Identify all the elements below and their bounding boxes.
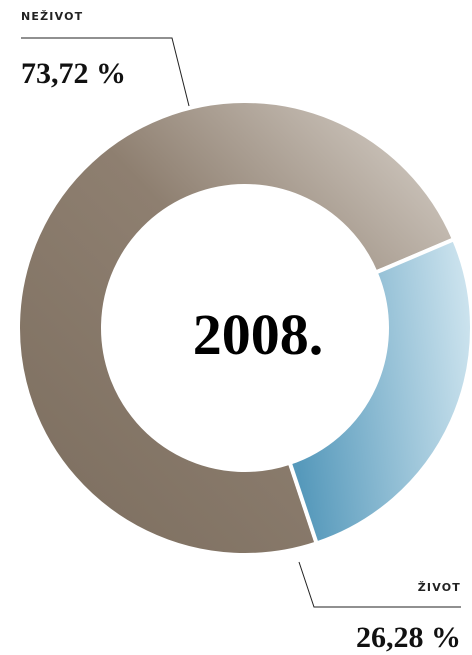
center-year-label: 2008. xyxy=(193,302,324,367)
slice-label-nezivot: NEŽIVOT xyxy=(21,10,83,23)
leader-line-nezivot xyxy=(21,37,190,107)
slice-label-zivot: ŽIVOT xyxy=(418,581,461,594)
leader-line-zivot xyxy=(298,561,461,608)
data-label-nezivot: 73,72 % xyxy=(21,57,126,90)
slice-nezivot xyxy=(16,99,457,557)
slices-group xyxy=(16,99,472,557)
data-label-zivot: 26,28 % xyxy=(356,621,461,654)
slice-zivot xyxy=(287,236,472,546)
